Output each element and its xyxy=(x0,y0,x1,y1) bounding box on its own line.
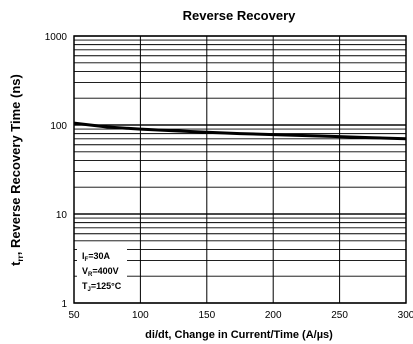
tick-labels: 50 100 150 200 250 300 1 10 100 1000 xyxy=(45,32,413,321)
y-tick-label-0: 1 xyxy=(61,299,67,310)
x-tick-label-1: 100 xyxy=(132,310,149,321)
y-tick-label-2: 100 xyxy=(50,121,67,132)
annotation-tj: TJ=125°C xyxy=(82,281,122,293)
annotation-box: IF=30A VR=400V TJ=125°C xyxy=(77,246,127,297)
x-tick-label-3: 200 xyxy=(265,310,282,321)
annotation-vr: VR=400V xyxy=(82,266,119,278)
annotation-if: IF=30A xyxy=(82,251,110,263)
y-tick-label-3: 1000 xyxy=(45,32,68,43)
x-tick-label-0: 50 xyxy=(68,310,80,321)
annotation-box-bg xyxy=(77,246,127,297)
x-axis-label: di/dt, Change in Current/Time (A/µs) xyxy=(145,329,333,341)
chart-title: Reverse Recovery xyxy=(183,8,297,23)
x-tick-label-4: 250 xyxy=(331,310,348,321)
x-tick-label-5: 300 xyxy=(398,310,413,321)
y-axis-label: trr, Reverse Recovery Time (ns) xyxy=(8,74,25,266)
x-tick-label-2: 150 xyxy=(198,310,215,321)
plot-border xyxy=(73,35,407,304)
y-tick-label-1: 10 xyxy=(56,210,68,221)
